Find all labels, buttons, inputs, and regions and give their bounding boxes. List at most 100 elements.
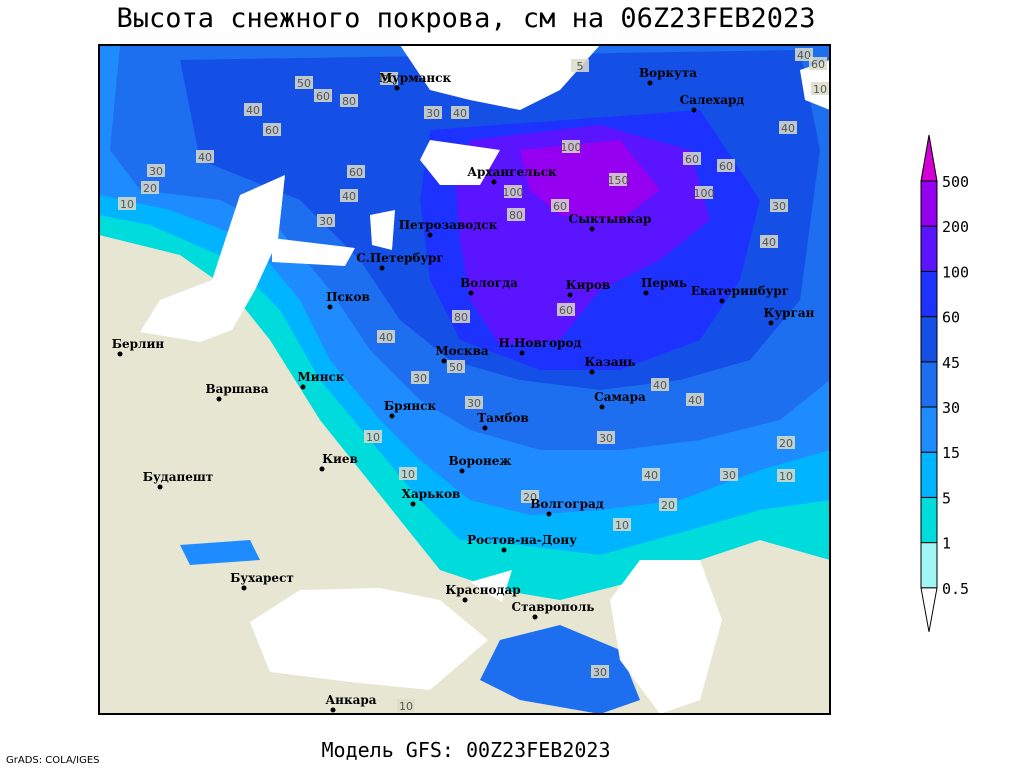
city-label: Брянск (384, 399, 437, 413)
city-label: Псков (326, 290, 370, 304)
contour-label-box (340, 189, 358, 202)
contour-label-box (141, 181, 159, 194)
contour-label-box (720, 468, 738, 481)
city-dot (462, 597, 468, 603)
city-dot (459, 468, 465, 474)
contour-label: 30 (413, 372, 427, 385)
city-label: Екатеринбург (691, 284, 789, 298)
contour-label-box (340, 94, 358, 107)
city-dot (546, 511, 552, 517)
contour-label-box (411, 371, 429, 384)
city-label: Петрозаводск (399, 218, 498, 232)
city-label: Харьков (402, 487, 461, 501)
contour-label: 20 (143, 182, 157, 195)
colorbar-box (920, 451, 938, 498)
city-label: Вологда (460, 276, 518, 290)
contour-label-box (118, 197, 136, 210)
contour-label-box (597, 431, 615, 444)
contour-label-box (196, 150, 214, 163)
contour-label: 40 (379, 331, 393, 344)
city-label: Волгоград (530, 497, 603, 511)
city-label: Воронеж (448, 454, 511, 468)
city-dot (441, 358, 447, 364)
contour-label: 40 (797, 49, 811, 62)
city-label: Архангельск (467, 165, 557, 179)
colorbar-tick-label: 100 (942, 263, 969, 281)
city-label: Киров (566, 278, 611, 292)
contour-label: 30 (599, 432, 613, 445)
contour-label: 60 (719, 160, 733, 173)
city-label: Берлин (112, 337, 165, 351)
contour-label: 20 (523, 491, 537, 504)
contour-label: 40 (762, 236, 776, 249)
contour-label: 80 (342, 95, 356, 108)
contour-label: 50 (297, 77, 311, 90)
snow-caucasus (480, 625, 640, 714)
city-label: Краснодар (445, 583, 520, 597)
contour-label: 60 (349, 166, 363, 179)
contour-label: 10 (401, 468, 415, 481)
city-dot (501, 547, 507, 553)
colorbar-tick-label: 5 (942, 489, 951, 507)
contour-label-box (447, 360, 465, 373)
city-dot (691, 107, 697, 113)
contour-label-box (424, 106, 442, 119)
contour-label-box (717, 159, 735, 172)
contour-label: 30 (467, 397, 481, 410)
city-dot (599, 404, 605, 410)
city-dot (389, 413, 395, 419)
contour-label-box (465, 396, 483, 409)
city-dot (300, 384, 306, 390)
barents-sea (400, 45, 600, 110)
city-label: Мурманск (379, 71, 452, 85)
contour-label: 10 (779, 470, 793, 483)
contour-label-box (147, 164, 165, 177)
city-label: Минск (298, 370, 345, 384)
city-dot (719, 298, 725, 304)
contour-label: 30 (149, 165, 163, 178)
contour-label-box (244, 103, 262, 116)
city-label: Ставрополь (512, 600, 595, 614)
map-frame (98, 44, 831, 715)
contour-label: 60 (553, 200, 567, 213)
contour-label: 80 (509, 209, 523, 222)
contour-label: 10 (366, 431, 380, 444)
contour-label: 30 (593, 666, 607, 679)
contour-label: 30 (722, 469, 736, 482)
city-label: Салехард (680, 93, 745, 107)
contour-label-box (380, 72, 398, 85)
contour-label-box (591, 665, 609, 678)
colorbar-tick-label: 0.5 (942, 580, 969, 598)
contour-label-box (551, 199, 569, 212)
contour-label: 10 (120, 198, 134, 211)
contour-label: 60 (316, 90, 330, 103)
colorbar-tick-label: 60 (942, 309, 960, 327)
city-dot (427, 232, 433, 238)
colorbar-box (920, 361, 938, 408)
city-label: Сыктывкар (569, 212, 652, 226)
colorbar-box (920, 542, 938, 589)
city-dot (216, 396, 222, 402)
contour-label-box (263, 123, 281, 136)
city-label: Москва (435, 344, 489, 358)
city-dot (394, 85, 400, 91)
contour-label-box (364, 430, 382, 443)
city-dot (319, 466, 325, 472)
city-label: Воркута (639, 66, 697, 80)
city-label: Н.Новгород (499, 336, 582, 350)
contour-label-box (777, 436, 795, 449)
contour-label-box (695, 186, 713, 199)
model-footer: Модель GFS: 00Z23FEB2023 (322, 738, 611, 762)
contour-label: 30 (426, 107, 440, 120)
contour-label: 50 (449, 361, 463, 374)
colorbar-tick-label: 500 (942, 173, 969, 191)
city-dot (330, 707, 336, 713)
contour-label: 40 (644, 469, 658, 482)
contour-label-box (521, 490, 539, 503)
contour-label: 30 (319, 215, 333, 228)
city-dot (643, 290, 649, 296)
colorbar-high (920, 134, 938, 182)
